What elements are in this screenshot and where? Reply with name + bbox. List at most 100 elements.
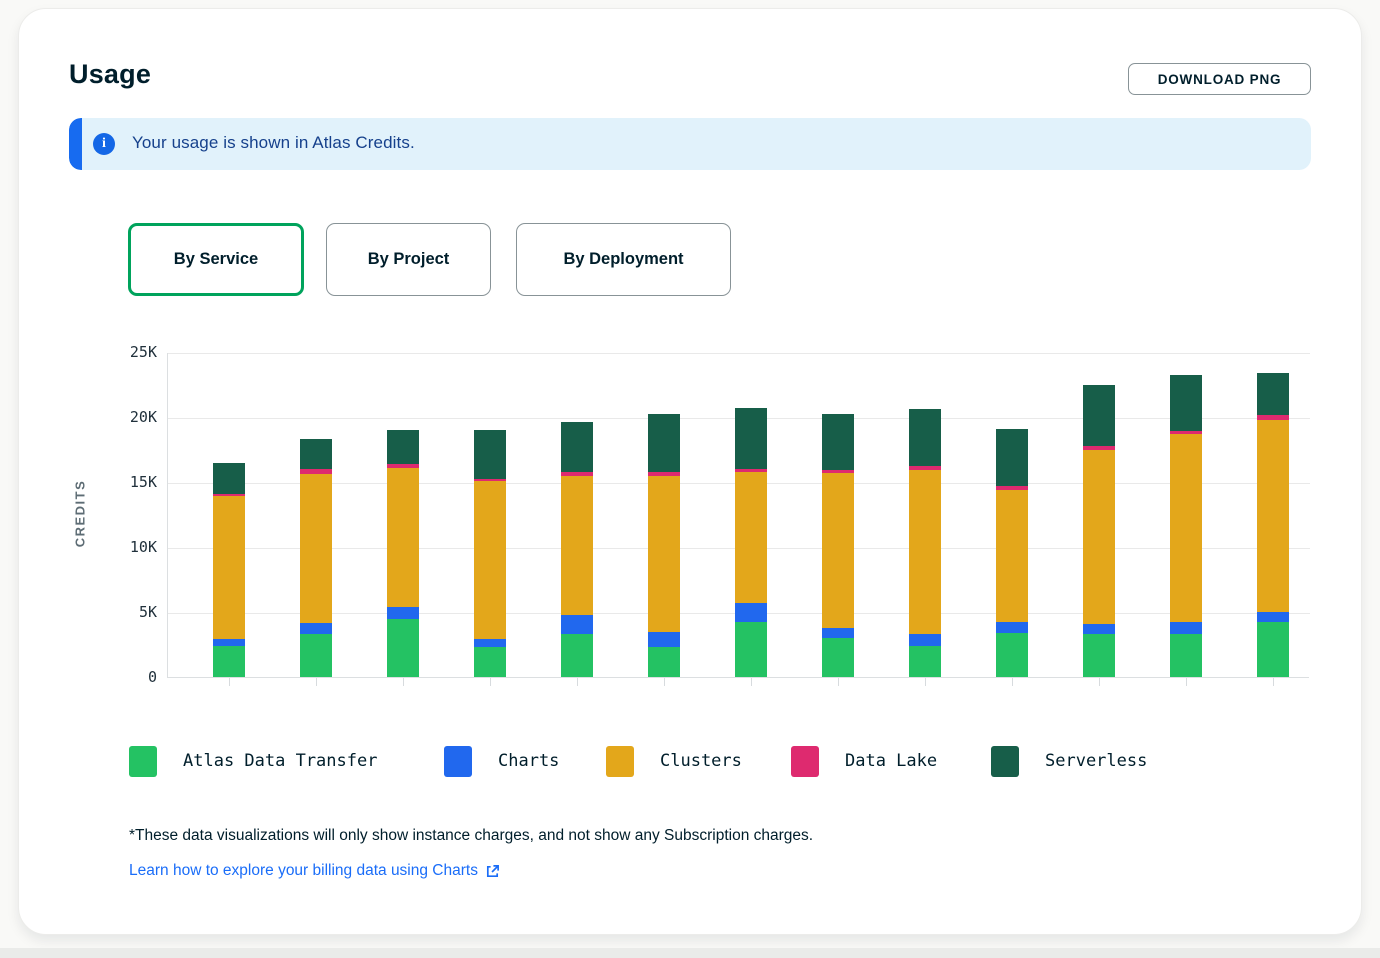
bar-segment-charts[interactable] <box>300 623 332 635</box>
x-axis-tick <box>751 678 752 686</box>
bar-segment-charts[interactable] <box>1257 612 1289 623</box>
bar-segment-serverless[interactable] <box>735 407 767 469</box>
bar-segment-atlas-data-transfer[interactable] <box>1083 634 1115 677</box>
bar-segment-serverless[interactable] <box>996 428 1028 486</box>
bar-segment-atlas-data-transfer[interactable] <box>648 647 680 677</box>
bar-segment-charts[interactable] <box>909 634 941 646</box>
bar-segment-clusters[interactable] <box>909 470 941 635</box>
bar-segment-charts[interactable] <box>213 639 245 646</box>
legend-item-clusters[interactable]: Clusters <box>606 745 742 777</box>
bar-segment-clusters[interactable] <box>648 475 680 632</box>
bar-segment-charts[interactable] <box>561 615 593 635</box>
bar-segment-serverless[interactable] <box>213 462 245 494</box>
bar-segment-atlas-data-transfer[interactable] <box>822 638 854 677</box>
stacked-bar[interactable] <box>996 428 1028 677</box>
bar-segment-atlas-data-transfer[interactable] <box>300 634 332 677</box>
bar-segment-data-lake[interactable] <box>1257 415 1289 420</box>
stacked-bar[interactable] <box>1257 373 1289 677</box>
bar-segment-data-lake[interactable] <box>1083 445 1115 450</box>
info-banner: i Your usage is shown in Atlas Credits. <box>69 118 1311 170</box>
bar-segment-serverless[interactable] <box>387 430 419 464</box>
stacked-bar[interactable] <box>735 407 767 677</box>
stacked-bar[interactable] <box>300 439 332 677</box>
bar-segment-clusters[interactable] <box>735 471 767 603</box>
bar-segment-atlas-data-transfer[interactable] <box>1257 622 1289 677</box>
legend-item-data-lake[interactable]: Data Lake <box>791 745 937 777</box>
bar-segment-data-lake[interactable] <box>561 471 593 476</box>
bar-segment-clusters[interactable] <box>996 489 1028 623</box>
x-axis-tick <box>1273 678 1274 686</box>
bar-segment-charts[interactable] <box>648 631 680 648</box>
bar-segment-atlas-data-transfer[interactable] <box>1170 634 1202 677</box>
bar-segment-atlas-data-transfer[interactable] <box>996 632 1028 677</box>
stacked-bar[interactable] <box>387 430 419 677</box>
bar-segment-data-lake[interactable] <box>822 470 854 473</box>
x-axis-tick <box>1012 678 1013 686</box>
tab-by-service[interactable]: By Service <box>128 223 304 296</box>
x-axis-tick <box>316 678 317 686</box>
bar-segment-serverless[interactable] <box>474 430 506 479</box>
bar-segment-data-lake[interactable] <box>996 485 1028 490</box>
stacked-bar[interactable] <box>1170 375 1202 677</box>
x-axis-tick <box>664 678 665 686</box>
gridline <box>168 353 1310 354</box>
bar-segment-serverless[interactable] <box>648 414 680 472</box>
bar-segment-atlas-data-transfer[interactable] <box>909 645 941 677</box>
stacked-bar[interactable] <box>648 414 680 677</box>
stacked-bar[interactable] <box>1083 384 1115 677</box>
bar-segment-atlas-data-transfer[interactable] <box>213 645 245 677</box>
bar-segment-clusters[interactable] <box>1170 433 1202 623</box>
bar-segment-data-lake[interactable] <box>300 469 332 475</box>
bar-segment-clusters[interactable] <box>213 496 245 640</box>
x-axis-tick <box>403 678 404 686</box>
bar-segment-charts[interactable] <box>1170 622 1202 635</box>
bar-segment-charts[interactable] <box>735 602 767 623</box>
bar-segment-clusters[interactable] <box>822 472 854 628</box>
bar-segment-data-lake[interactable] <box>1170 431 1202 434</box>
legend-item-atlas-data-transfer[interactable]: Atlas Data Transfer <box>129 745 377 777</box>
bar-segment-clusters[interactable] <box>474 481 506 639</box>
bar-segment-atlas-data-transfer[interactable] <box>387 618 419 677</box>
bar-segment-atlas-data-transfer[interactable] <box>735 622 767 677</box>
bar-segment-serverless[interactable] <box>1257 373 1289 416</box>
stacked-bar[interactable] <box>909 409 941 677</box>
bar-segment-clusters[interactable] <box>561 475 593 616</box>
tab-by-project[interactable]: By Project <box>326 223 491 296</box>
bar-segment-data-lake[interactable] <box>648 471 680 476</box>
bar-segment-serverless[interactable] <box>909 409 941 467</box>
bar-segment-serverless[interactable] <box>1170 375 1202 432</box>
bar-segment-clusters[interactable] <box>300 474 332 624</box>
stacked-bar[interactable] <box>561 422 593 677</box>
legend-label: Charts <box>498 751 560 771</box>
legend-swatch-clusters <box>606 745 634 777</box>
bar-segment-clusters[interactable] <box>1083 449 1115 624</box>
tab-by-deployment[interactable]: By Deployment <box>516 223 731 296</box>
bar-segment-charts[interactable] <box>822 627 854 638</box>
bar-segment-charts[interactable] <box>387 606 419 619</box>
stacked-bar[interactable] <box>213 462 245 677</box>
bar-segment-charts[interactable] <box>474 638 506 648</box>
bar-segment-serverless[interactable] <box>300 439 332 469</box>
billing-charts-link[interactable]: Learn how to explore your billing data u… <box>129 862 500 880</box>
bar-segment-clusters[interactable] <box>1257 419 1289 612</box>
bar-segment-charts[interactable] <box>996 622 1028 633</box>
bar-segment-data-lake[interactable] <box>474 478 506 482</box>
bar-segment-serverless[interactable] <box>1083 384 1115 446</box>
stacked-bar[interactable] <box>822 414 854 677</box>
bar-segment-data-lake[interactable] <box>909 466 941 471</box>
bar-segment-clusters[interactable] <box>387 467 419 607</box>
download-png-button[interactable]: DOWNLOAD PNG <box>1128 63 1311 95</box>
bar-segment-data-lake[interactable] <box>387 463 419 468</box>
x-axis-tick <box>838 678 839 686</box>
bar-segment-serverless[interactable] <box>822 414 854 471</box>
bar-segment-atlas-data-transfer[interactable] <box>474 647 506 677</box>
bar-segment-serverless[interactable] <box>561 422 593 472</box>
legend-item-charts[interactable]: Charts <box>444 745 559 777</box>
chart-legend: Atlas Data Transfer Charts Clusters Data La… <box>129 745 1309 777</box>
bar-segment-data-lake[interactable] <box>735 469 767 472</box>
legend-item-serverless[interactable]: Serverless <box>991 745 1147 777</box>
bar-segment-data-lake[interactable] <box>213 493 245 497</box>
stacked-bar[interactable] <box>474 430 506 677</box>
bar-segment-atlas-data-transfer[interactable] <box>561 634 593 677</box>
bar-segment-charts[interactable] <box>1083 623 1115 635</box>
